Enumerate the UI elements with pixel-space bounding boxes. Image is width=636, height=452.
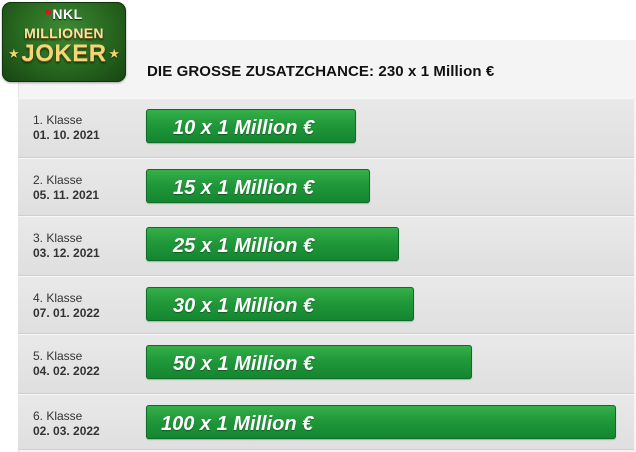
bar-value-label: 100 x 1 Million € xyxy=(161,413,314,435)
bar: 10 x 1 Million € xyxy=(146,109,356,143)
bar: 100 x 1 Million € xyxy=(146,405,616,439)
millionen-joker-logo: NKL MILLIONEN JOKER ★ ★ xyxy=(2,2,126,82)
star-icon: ★ xyxy=(8,46,20,61)
bar: 25 x 1 Million € xyxy=(146,227,399,261)
bar-value-label: 10 x 1 Million € xyxy=(173,117,315,139)
page-title: DIE GROSSE ZUSATZCHANCE: 230 x 1 Million… xyxy=(147,63,495,80)
row-klasse-label: 2. Klasse xyxy=(33,173,83,187)
bar: 30 x 1 Million € xyxy=(146,287,414,321)
star-icon: ★ xyxy=(108,46,120,61)
bar: 15 x 1 Million € xyxy=(146,169,370,203)
row-klasse-label: 3. Klasse xyxy=(33,231,83,245)
row-klasse-label: 6. Klasse xyxy=(33,409,83,423)
row-klasse-label: 4. Klasse xyxy=(33,291,83,305)
row-date-label: 04. 02. 2022 xyxy=(33,364,100,378)
logo-line2: JOKER xyxy=(21,40,107,67)
row-klasse-label: 1. Klasse xyxy=(33,113,83,127)
bar-value-label: 50 x 1 Million € xyxy=(173,353,315,375)
bar-value-label: 15 x 1 Million € xyxy=(173,177,315,199)
row-date-label: 05. 11. 2021 xyxy=(33,188,100,202)
logo-dot-icon xyxy=(45,9,52,15)
logo-brand: NKL xyxy=(52,6,83,22)
row-date-label: 03. 12. 2021 xyxy=(33,246,100,260)
logo-brand-text: NKL xyxy=(2,6,126,22)
chart-row: 6. Klasse 02. 03. 2022 100 x 1 Million € xyxy=(18,394,634,450)
row-klasse-label: 5. Klasse xyxy=(33,349,83,363)
bar-value-label: 30 x 1 Million € xyxy=(173,295,315,317)
chart-row: 5. Klasse 04. 02. 2022 50 x 1 Million € xyxy=(18,334,634,394)
chart-row: 1. Klasse 01. 10. 2021 10 x 1 Million € xyxy=(18,98,634,158)
chart-row: 3. Klasse 03. 12. 2021 25 x 1 Million € xyxy=(18,216,634,276)
chart-row: 2. Klasse 05. 11. 2021 15 x 1 Million € xyxy=(18,158,634,216)
row-date-label: 01. 10. 2021 xyxy=(33,128,100,142)
row-date-label: 02. 03. 2022 xyxy=(33,424,100,438)
row-date-label: 07. 01. 2022 xyxy=(33,306,100,320)
logo-line1: MILLIONEN xyxy=(24,25,104,41)
bar-value-label: 25 x 1 Million € xyxy=(173,235,315,257)
bar: 50 x 1 Million € xyxy=(146,345,472,379)
chart-row: 4. Klasse 07. 01. 2022 30 x 1 Million € xyxy=(18,276,634,334)
